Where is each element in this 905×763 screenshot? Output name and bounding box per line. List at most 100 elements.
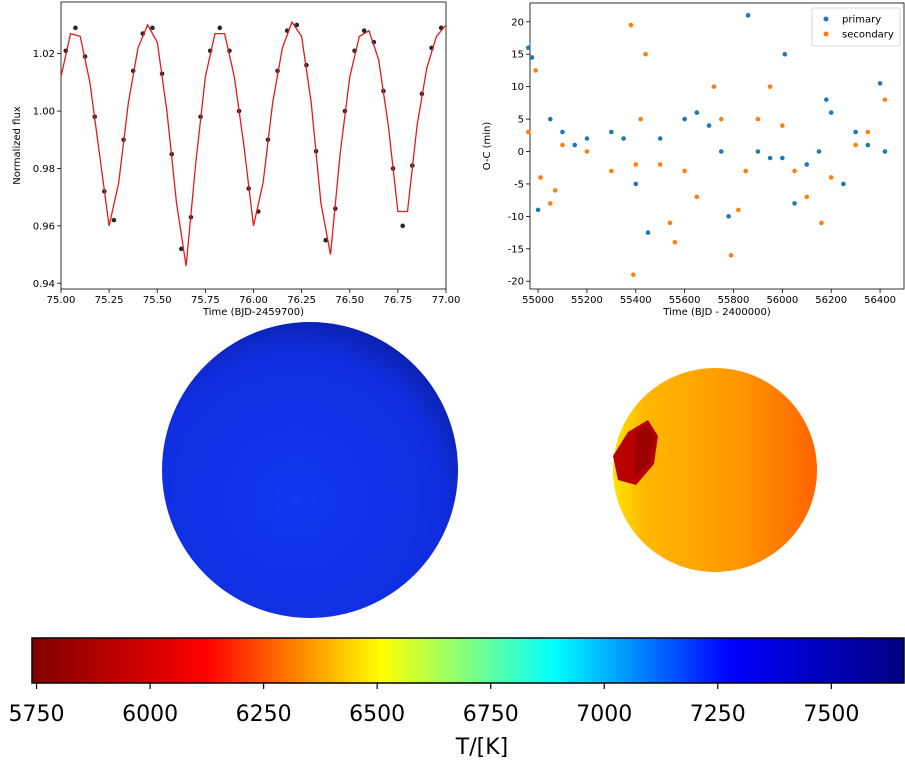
x-tick-label: 76.75	[384, 295, 413, 306]
y-tick-label: -15	[508, 244, 524, 255]
x-tick-label: 76.25	[287, 295, 316, 306]
data-point	[584, 149, 590, 154]
data-point	[853, 142, 858, 148]
data-point	[824, 97, 829, 102]
x-tick-label: 75.00	[47, 295, 76, 306]
y-tick-label: 0.94	[33, 279, 55, 290]
data-point	[726, 214, 731, 219]
data-point	[718, 116, 724, 122]
data-point	[150, 25, 155, 31]
y-tick-label: 1.02	[33, 49, 55, 60]
data-point	[804, 194, 810, 200]
data-point	[767, 155, 773, 161]
data-point	[804, 162, 810, 167]
data-point	[828, 110, 834, 115]
colorbar-label: T/[K]	[455, 735, 508, 760]
data-point	[560, 129, 565, 135]
data-point	[767, 84, 773, 89]
y-tick-label: 0	[518, 147, 524, 158]
data-point	[816, 149, 822, 154]
data-point	[535, 207, 541, 213]
y-tick-label: 1.00	[33, 107, 55, 118]
data-point	[736, 207, 741, 213]
data-point	[865, 129, 871, 135]
data-point	[706, 123, 712, 128]
y-tick-label: -10	[508, 212, 524, 223]
x-tick-label: 56000	[766, 295, 798, 306]
x-tick-label: 7000	[576, 702, 632, 727]
x-tick-label: 55400	[620, 295, 652, 306]
data-point	[538, 175, 543, 180]
x-tick-label: 55600	[669, 295, 701, 306]
y-tick-label: 20	[511, 17, 524, 28]
data-point	[682, 116, 687, 122]
data-point	[782, 51, 788, 57]
y-tick-label: -20	[508, 277, 524, 288]
x-tick-label: 7500	[803, 702, 859, 727]
data-point	[745, 13, 751, 18]
data-point	[525, 45, 531, 51]
data-point	[609, 168, 614, 174]
data-point	[780, 123, 785, 128]
data-point	[882, 97, 888, 102]
data-point	[633, 181, 639, 187]
legend-label: primary	[842, 15, 881, 26]
data-point	[755, 116, 761, 122]
plot-frame	[529, 2, 905, 290]
data-point	[841, 181, 846, 187]
colorbar	[31, 637, 905, 684]
data-point	[621, 136, 626, 141]
star-spot-core	[634, 424, 655, 478]
data-point	[755, 149, 761, 154]
data-point	[853, 129, 858, 135]
data-point	[533, 68, 538, 73]
data-point	[294, 22, 300, 28]
x-tick-label: 5750	[9, 702, 65, 727]
primary-star	[162, 322, 458, 618]
data-point	[828, 175, 834, 180]
y-tick-label: 15	[511, 50, 524, 61]
data-point	[819, 220, 824, 226]
data-point	[643, 51, 648, 57]
y-axis-label: O-C (min)	[482, 122, 493, 171]
data-point	[217, 25, 223, 31]
data-point	[584, 136, 590, 141]
y-tick-label: 0.98	[33, 164, 55, 175]
data-point	[657, 162, 663, 167]
x-tick-label: 56400	[864, 295, 896, 306]
data-point	[529, 55, 535, 60]
legend-label: secondary	[842, 30, 894, 41]
x-tick-label: 75.75	[191, 295, 220, 306]
data-point	[323, 237, 328, 243]
y-tick-label: 10	[511, 82, 524, 93]
data-point	[792, 201, 797, 206]
data-point	[179, 246, 184, 252]
x-axis-label: Time (BJD - 2400000)	[662, 307, 771, 318]
data-point	[638, 116, 643, 122]
data-point	[73, 25, 78, 31]
x-tick-label: 6750	[463, 702, 519, 727]
data-point	[877, 81, 883, 86]
plot-frame	[60, 1, 447, 290]
data-point	[631, 272, 636, 278]
x-tick-label: 55000	[522, 295, 554, 306]
data-point	[628, 22, 634, 28]
data-point	[657, 136, 663, 141]
x-tick-label: 6250	[236, 702, 292, 727]
x-tick-label: 75.50	[143, 295, 172, 306]
data-point	[609, 129, 614, 135]
x-tick-label: 6500	[349, 702, 405, 727]
data-point	[361, 28, 367, 33]
data-point	[718, 149, 724, 154]
legend-marker	[823, 31, 829, 37]
model-line	[60, 20, 447, 267]
legend-marker	[823, 16, 829, 22]
secondary-star	[613, 368, 817, 572]
data-point	[111, 217, 117, 223]
data-point	[633, 162, 639, 167]
y-tick-label: 5	[518, 115, 524, 126]
legend-box	[811, 7, 901, 47]
data-point	[882, 149, 888, 154]
data-point	[400, 223, 405, 229]
